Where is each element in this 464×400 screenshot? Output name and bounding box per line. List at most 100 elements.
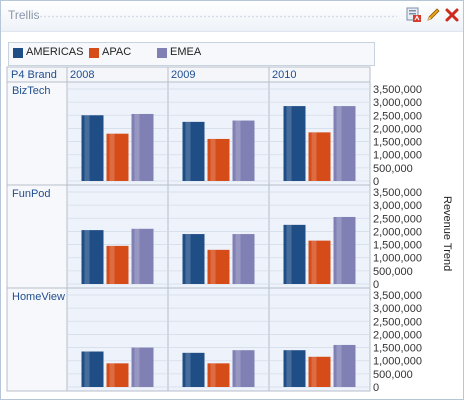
bar-biztech-2008-americas[interactable]: [81, 115, 104, 181]
y-tick-label: 2,000,000: [373, 329, 422, 341]
bar-highlight: [286, 224, 292, 284]
y-tick-label: 3,500,000: [373, 290, 422, 302]
bar-homeview-2008-emea[interactable]: [131, 347, 154, 387]
row-label-homeview: HomeView: [12, 291, 65, 303]
bar-highlight: [235, 350, 241, 387]
title-bar-grip: [35, 15, 397, 18]
bar-highlight: [109, 245, 115, 284]
legend-label-apac: APAC: [102, 46, 132, 58]
bar-biztech-2010-apac[interactable]: [308, 132, 331, 181]
row-label-biztech: BizTech: [12, 85, 51, 97]
y-tick-label: 0: [373, 279, 379, 291]
bar-funpod-2008-emea[interactable]: [131, 228, 154, 284]
bar-biztech-2008-emea[interactable]: [131, 113, 154, 181]
y-tick-label: 3,000,000: [373, 303, 422, 315]
y-tick-label: 3,500,000: [373, 84, 422, 96]
y-tick-label: 1,000,000: [373, 253, 422, 265]
column-header-2010: 2010: [272, 69, 296, 81]
bar-homeview-2008-apac[interactable]: [106, 363, 129, 387]
bar-funpod-2010-apac[interactable]: [308, 240, 331, 284]
y-tick-label: 2,000,000: [373, 226, 422, 238]
bar-funpod-2009-americas[interactable]: [182, 234, 205, 284]
legend-label-americas: AMERICAS: [26, 46, 84, 58]
y-tick-label: 1,500,000: [373, 240, 422, 252]
y-tick-label: 3,000,000: [373, 97, 422, 109]
y-tick-label: 1,000,000: [373, 356, 422, 368]
y-tick-label: 2,000,000: [373, 123, 422, 135]
bar-highlight: [84, 230, 90, 284]
chart-legend: AMERICAS APAC EMEA: [8, 42, 375, 66]
bar-homeview-2008-americas[interactable]: [81, 351, 104, 387]
legend-swatch-emea: [157, 48, 167, 58]
bar-highlight: [286, 106, 292, 181]
column-header-2008: 2008: [70, 69, 94, 81]
bar-highlight: [84, 115, 90, 181]
bar-highlight: [336, 344, 342, 387]
title-bar: Trellis: [1, 1, 463, 32]
y-tick-label: 500,000: [373, 266, 413, 278]
row-header-label: P4 Brand: [11, 69, 57, 81]
bar-highlight: [311, 240, 317, 284]
bar-highlight: [311, 132, 317, 181]
row-label-cell: [6, 287, 68, 392]
bar-highlight: [210, 138, 216, 181]
bar-highlight: [185, 121, 191, 181]
bar-biztech-2008-apac[interactable]: [106, 133, 129, 181]
y-tick-label: 2,500,000: [373, 213, 422, 225]
bar-highlight: [210, 363, 216, 387]
bar-highlight: [235, 234, 241, 284]
bar-funpod-2010-emea[interactable]: [333, 216, 356, 284]
bar-highlight: [134, 228, 140, 284]
bar-highlight: [109, 363, 115, 387]
bar-homeview-2009-apac[interactable]: [207, 363, 230, 387]
row-label-cell: [6, 184, 68, 289]
y-tick-label: 1,000,000: [373, 150, 422, 162]
bar-biztech-2010-americas[interactable]: [283, 106, 306, 181]
bar-homeview-2009-emea[interactable]: [232, 350, 255, 387]
bar-homeview-2010-emea[interactable]: [333, 344, 356, 387]
legend-swatch-americas: [13, 48, 23, 58]
bar-highlight: [134, 113, 140, 181]
bar-biztech-2009-apac[interactable]: [207, 138, 230, 181]
bar-homeview-2010-americas[interactable]: [283, 350, 306, 387]
bar-funpod-2008-apac[interactable]: [106, 245, 129, 284]
bar-homeview-2010-apac[interactable]: [308, 356, 331, 387]
bar-funpod-2010-americas[interactable]: [283, 224, 306, 284]
bar-highlight: [336, 216, 342, 284]
legend-label-emea: EMEA: [170, 46, 202, 58]
bar-highlight: [84, 351, 90, 387]
y-tick-label: 3,000,000: [373, 200, 422, 212]
bar-highlight: [286, 350, 292, 387]
bar-biztech-2010-emea[interactable]: [333, 106, 356, 181]
bar-biztech-2009-americas[interactable]: [182, 121, 205, 181]
window-title: Trellis: [8, 8, 40, 22]
y-tick-label: 500,000: [373, 163, 413, 175]
bar-biztech-2009-emea[interactable]: [232, 120, 255, 181]
close-icon[interactable]: [444, 7, 460, 23]
row-label-cell: [6, 81, 68, 186]
bar-funpod-2009-emea[interactable]: [232, 234, 255, 284]
bar-highlight: [109, 133, 115, 181]
y-tick-label: 500,000: [373, 369, 413, 381]
y-tick-label: 2,500,000: [373, 110, 422, 122]
bar-funpod-2009-apac[interactable]: [207, 249, 230, 284]
bar-highlight: [185, 234, 191, 284]
y-tick-label: 2,500,000: [373, 316, 422, 328]
row-label-funpod: FunPod: [12, 188, 51, 200]
y-tick-label: 0: [373, 176, 379, 188]
bar-homeview-2009-americas[interactable]: [182, 352, 205, 387]
export-icon[interactable]: [406, 7, 422, 23]
y-tick-label: 0: [373, 382, 379, 394]
bar-funpod-2008-americas[interactable]: [81, 230, 104, 284]
bar-highlight: [185, 352, 191, 387]
bar-highlight: [311, 356, 317, 387]
y-axis-title: Revenue Trend: [441, 196, 453, 271]
y-tick-label: 3,500,000: [373, 187, 422, 199]
bar-highlight: [210, 249, 216, 284]
y-tick-label: 1,500,000: [373, 137, 422, 149]
bar-highlight: [235, 120, 241, 181]
bar-highlight: [336, 106, 342, 181]
legend-swatch-apac: [89, 48, 99, 58]
edit-pencil-icon[interactable]: [425, 7, 441, 23]
